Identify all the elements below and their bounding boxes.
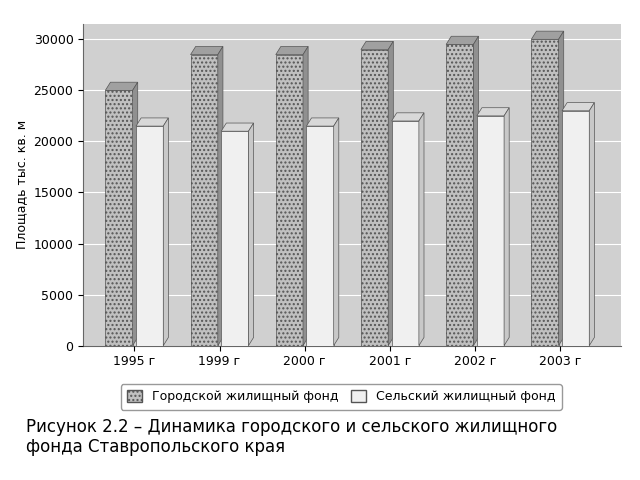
Bar: [562, 111, 589, 346]
Polygon shape: [388, 41, 394, 346]
Bar: [531, 39, 559, 346]
Polygon shape: [474, 36, 479, 346]
Polygon shape: [589, 103, 595, 346]
Polygon shape: [531, 31, 564, 39]
Bar: [136, 126, 163, 346]
Bar: [221, 131, 248, 346]
Bar: [191, 55, 218, 346]
Polygon shape: [446, 36, 479, 45]
Bar: [106, 90, 132, 346]
Polygon shape: [504, 108, 509, 346]
Bar: [106, 90, 132, 346]
Polygon shape: [218, 47, 223, 346]
Bar: [446, 45, 474, 346]
Bar: [361, 49, 388, 346]
Polygon shape: [333, 118, 339, 346]
Bar: [191, 55, 218, 346]
Polygon shape: [136, 118, 168, 126]
Polygon shape: [392, 113, 424, 121]
Polygon shape: [419, 113, 424, 346]
Bar: [392, 121, 419, 346]
Polygon shape: [132, 82, 138, 346]
Bar: [276, 55, 303, 346]
Polygon shape: [163, 118, 168, 346]
Bar: [477, 116, 504, 346]
Bar: [531, 39, 559, 346]
Bar: [446, 45, 474, 346]
Polygon shape: [477, 108, 509, 116]
Polygon shape: [562, 103, 595, 111]
Polygon shape: [248, 123, 253, 346]
Text: Рисунок 2.2 – Динамика городского и сельского жилищного
фонда Ставропольского кр: Рисунок 2.2 – Динамика городского и сель…: [26, 418, 557, 456]
Polygon shape: [303, 47, 308, 346]
Polygon shape: [307, 118, 339, 126]
Legend: Городской жилищный фонд, Сельский жилищный фонд: Городской жилищный фонд, Сельский жилищн…: [121, 384, 562, 409]
Polygon shape: [191, 47, 223, 55]
Bar: [361, 49, 388, 346]
Polygon shape: [106, 82, 138, 90]
Polygon shape: [276, 47, 308, 55]
Polygon shape: [559, 31, 564, 346]
Y-axis label: Площадь тыс. кв. м: Площадь тыс. кв. м: [15, 120, 28, 250]
Polygon shape: [221, 123, 253, 131]
Bar: [276, 55, 303, 346]
Polygon shape: [361, 41, 394, 49]
Bar: [307, 126, 333, 346]
